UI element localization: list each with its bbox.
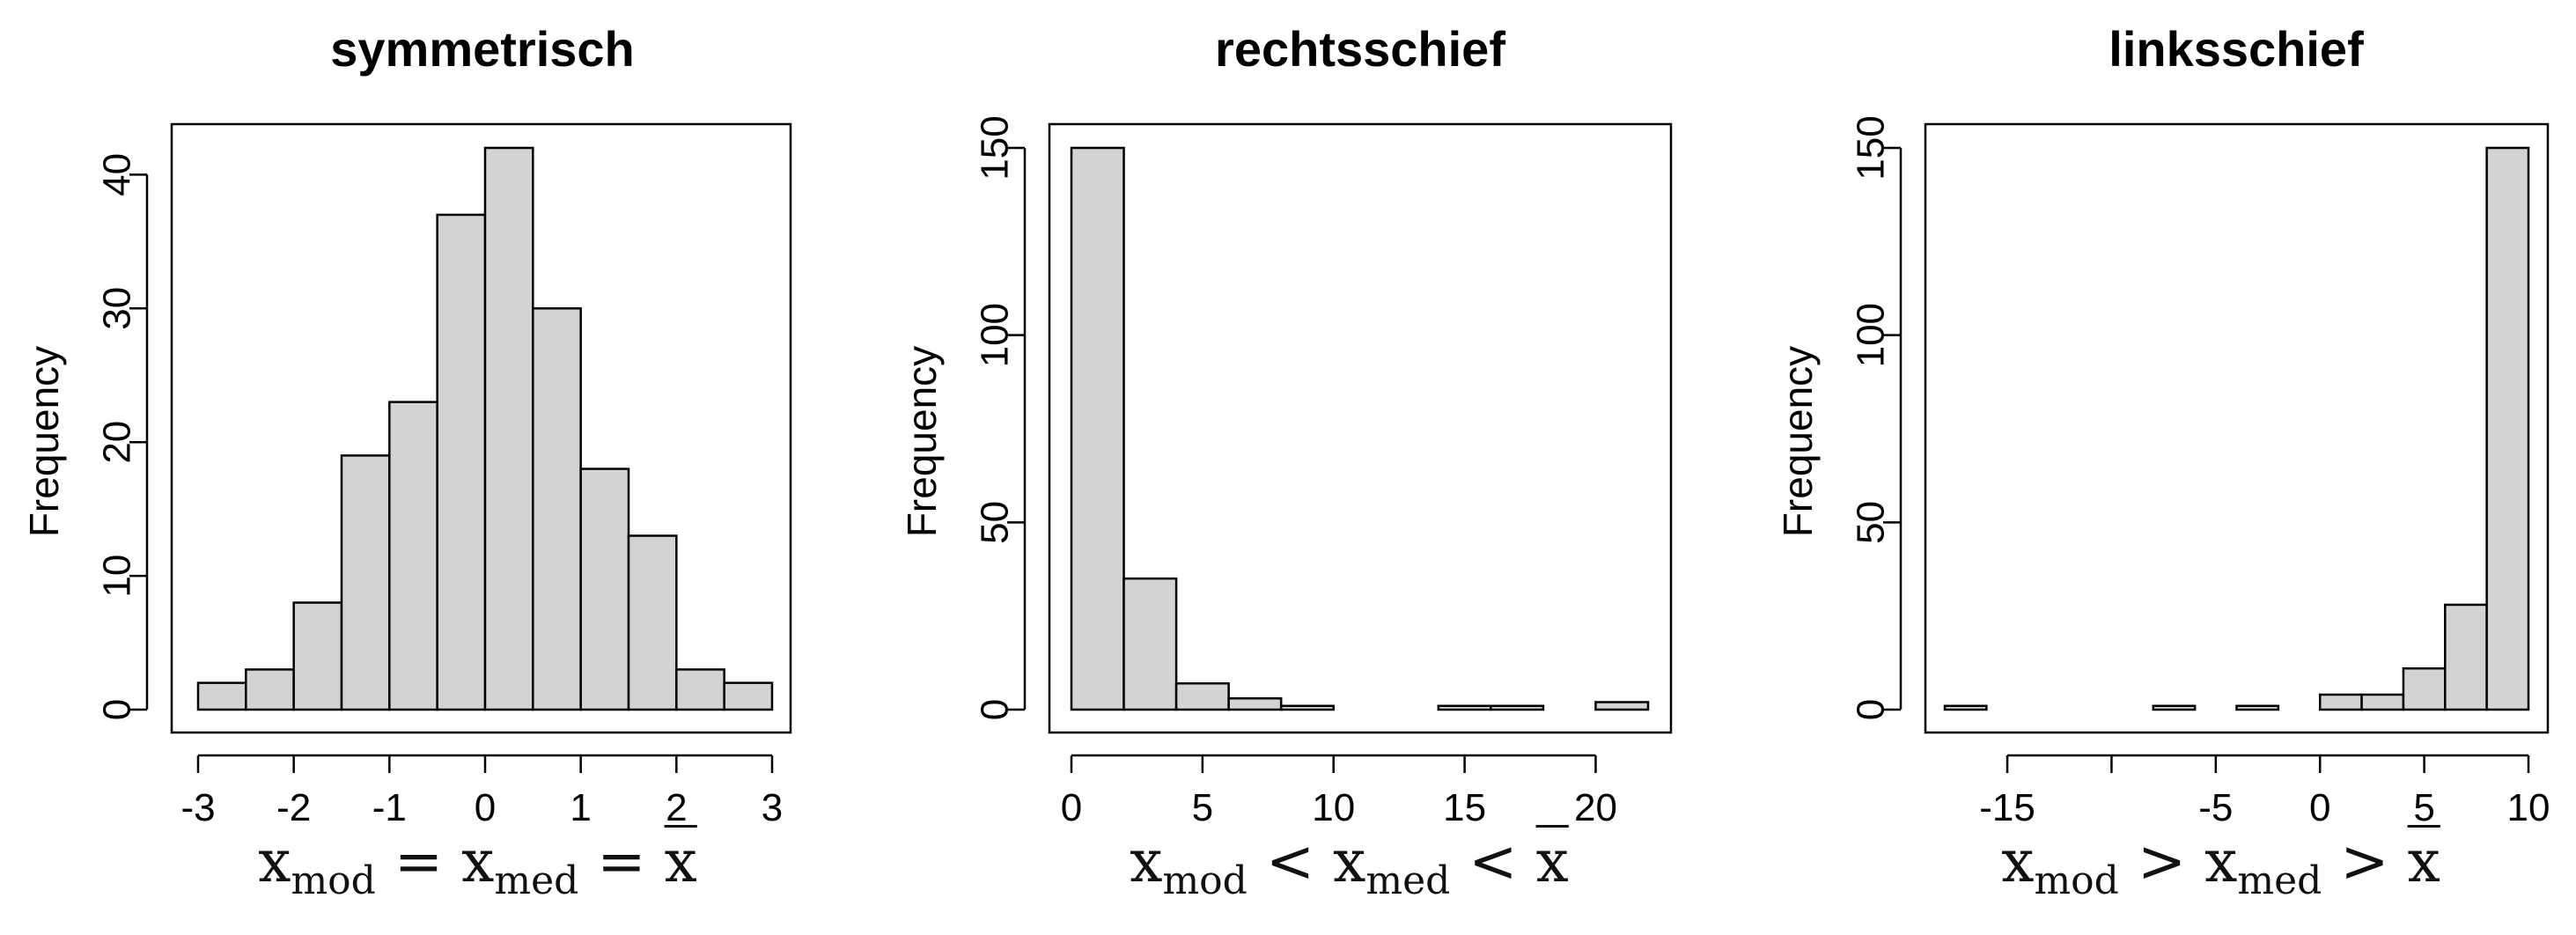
y-axis-label: Frequency xyxy=(1775,346,1821,537)
x-tick-label: 20 xyxy=(1574,786,1617,829)
histogram-bar xyxy=(2235,704,2280,711)
caption-med-subscript: med xyxy=(2237,858,2322,903)
histogram-bar xyxy=(340,454,391,711)
caption-mean-xbar: x xyxy=(2407,828,2440,895)
caption-x: x xyxy=(1130,828,1163,895)
y-axis-label: Frequency xyxy=(899,346,945,537)
caption-relation-2: = xyxy=(597,828,646,895)
histogram-bar xyxy=(2485,146,2530,711)
histogram-bar xyxy=(1594,701,1650,711)
plot-frame xyxy=(1924,122,2550,734)
y-tick-label: 0 xyxy=(96,699,139,720)
x-tick-label: 0 xyxy=(475,786,496,829)
caption-relation-2: > xyxy=(2340,828,2389,895)
histogram-bar xyxy=(2444,603,2488,711)
histogram-bar xyxy=(1122,577,1178,711)
histogram-bar xyxy=(1174,681,1230,711)
y-tick-label: 150 xyxy=(974,115,1017,180)
caption-relation-1: < xyxy=(1265,828,1315,895)
x-tick-label: 5 xyxy=(1192,786,1213,829)
chart-title: rechtsschief xyxy=(1215,21,1505,77)
caption-mod-subscript: mod xyxy=(2034,858,2119,903)
x-tick-label: 10 xyxy=(1312,786,1355,829)
caption-x: x xyxy=(2204,828,2238,895)
caption-left-skewed: xmod > xmed > x xyxy=(1792,828,2576,903)
histogram-bar xyxy=(1227,696,1283,711)
y-axis-label: Frequency xyxy=(21,346,67,537)
caption-mod-subscript: mod xyxy=(291,858,376,903)
histogram-bar xyxy=(1070,146,1125,711)
histogram-bar xyxy=(1279,704,1335,711)
histogram-panel-2: linksschief 0 50 100 150 Frequency -15 -5 0 5 10 xyxy=(1775,21,2550,829)
caption-symmetric: xmod = xmed = x xyxy=(48,828,907,903)
x-tick-label: -15 xyxy=(1979,786,2035,829)
x-tick-label: 0 xyxy=(1061,786,1082,829)
y-tick-label: 10 xyxy=(96,555,139,598)
histogram-bar xyxy=(2318,693,2363,711)
caption-x: x xyxy=(461,828,495,895)
histogram-bar xyxy=(245,668,295,711)
caption-x: x xyxy=(2001,828,2035,895)
histogram-bar xyxy=(292,601,343,711)
histogram-bar xyxy=(483,146,534,711)
caption-x: x xyxy=(1333,828,1366,895)
histogram-bar xyxy=(2360,693,2405,711)
y-tick-label: 0 xyxy=(974,699,1017,720)
caption-right-skewed: xmod < xmed < x xyxy=(920,828,1778,903)
y-tick-label: 150 xyxy=(1850,115,1893,180)
x-tick-label: 0 xyxy=(2309,786,2330,829)
caption-mod-subscript: mod xyxy=(1162,858,1248,903)
x-tick-label: 15 xyxy=(1443,786,1486,829)
histogram-panel-1: rechtsschief 0 50 100 150 Frequency 0 5 10 15 20 xyxy=(899,21,1673,829)
x-tick-label: 3 xyxy=(762,786,783,829)
caption-x: x xyxy=(258,828,291,895)
histogram-bar xyxy=(1490,704,1545,711)
histogram-bar xyxy=(2402,666,2447,711)
histogram-bar xyxy=(1943,704,1988,711)
x-tick-label: 10 xyxy=(2507,786,2550,829)
x-tick-label: -3 xyxy=(180,786,215,829)
y-tick-label: 50 xyxy=(974,501,1017,544)
y-tick-label: 0 xyxy=(1850,699,1893,720)
histogram-bar xyxy=(2152,704,2197,711)
histogram-bar xyxy=(675,668,725,711)
histogram-bar xyxy=(388,401,438,711)
histogram-bar xyxy=(723,681,774,711)
x-tick-label: -1 xyxy=(372,786,407,829)
x-tick-label: 1 xyxy=(570,786,591,829)
histogram-bar xyxy=(196,681,247,711)
x-tick-label: -5 xyxy=(2198,786,2233,829)
y-tick-label: 30 xyxy=(96,287,139,330)
y-tick-label: 100 xyxy=(1850,303,1893,367)
plot-frame xyxy=(1048,122,1673,734)
chart-title: symmetrisch xyxy=(330,21,635,77)
caption-med-subscript: med xyxy=(494,858,579,903)
y-tick-label: 20 xyxy=(96,421,139,464)
chart-title: linksschief xyxy=(2109,21,2364,77)
caption-relation-1: > xyxy=(2137,828,2187,895)
caption-relation-1: = xyxy=(394,828,444,895)
caption-mean-xbar: x xyxy=(1535,828,1569,895)
y-tick-label: 100 xyxy=(974,303,1017,367)
x-tick-label: 2 xyxy=(666,786,687,829)
caption-med-subscript: med xyxy=(1365,858,1451,903)
histogram-bar xyxy=(1437,704,1492,711)
x-tick-label: 5 xyxy=(2413,786,2434,829)
histogram-bar xyxy=(579,468,630,711)
histogram-bar xyxy=(436,213,487,711)
histogram-bar xyxy=(627,534,678,711)
plot-frame xyxy=(170,122,792,734)
caption-mean-xbar: x xyxy=(664,828,697,895)
y-tick-label: 50 xyxy=(1850,501,1893,544)
y-tick-label: 40 xyxy=(96,153,139,196)
caption-relation-2: < xyxy=(1468,828,1518,895)
histogram-panel-0: symmetrisch 0 10 20 30 40 Frequency -3 -2 -1 0 1 2 3 xyxy=(21,21,792,829)
histogram-bar xyxy=(532,307,582,711)
x-tick-label: -2 xyxy=(276,786,311,829)
